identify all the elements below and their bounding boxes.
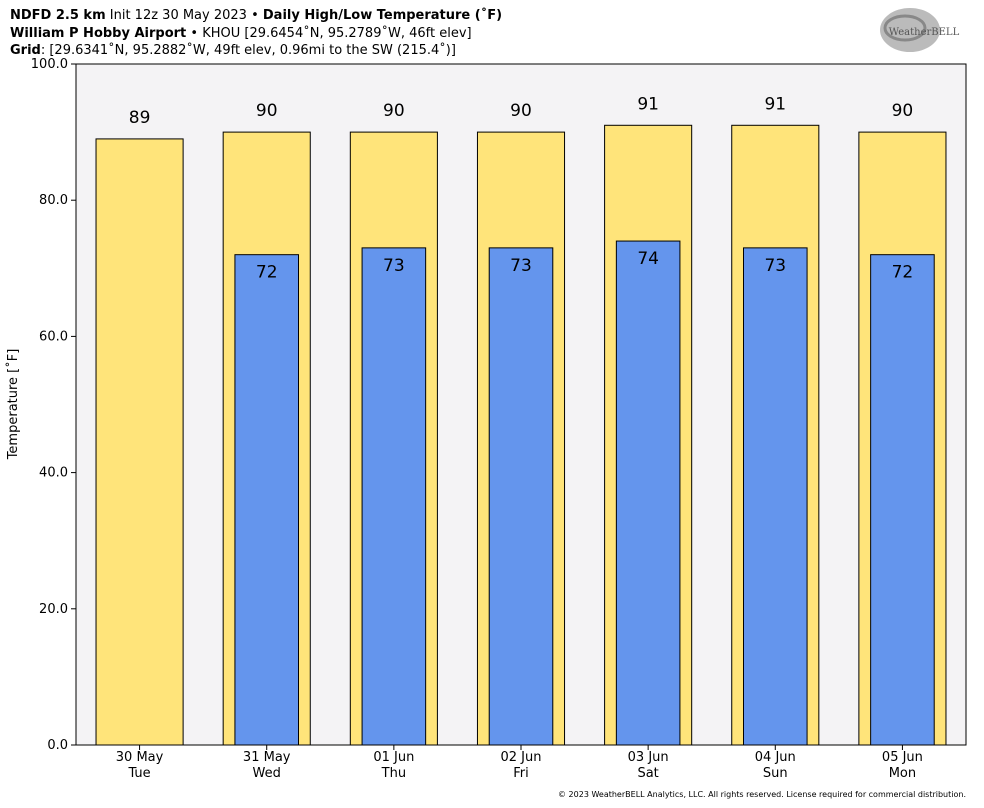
bar xyxy=(361,247,427,746)
x-tick-label: 02 Jun xyxy=(501,750,542,765)
x-tick-label: 04 Jun xyxy=(755,750,796,765)
x-tick-sublabel: Tue xyxy=(127,766,150,781)
bar xyxy=(488,247,554,746)
bar xyxy=(615,240,681,746)
subtitle-part: William P Hobby Airport xyxy=(10,26,186,41)
value-label: 74 xyxy=(637,249,659,269)
value-label: 90 xyxy=(510,101,532,121)
value-label: 72 xyxy=(892,263,914,283)
value-label: 91 xyxy=(637,94,659,114)
value-label: 72 xyxy=(256,263,278,283)
grid-part: : [29.6341˚N, 95.2882˚W, 49ft elev, 0.96… xyxy=(41,42,456,58)
y-tick-label: 100.0 xyxy=(31,57,68,72)
plot-frame xyxy=(75,63,967,746)
x-tick-label: 05 Jun xyxy=(882,750,923,765)
value-label: 73 xyxy=(383,256,405,276)
chart-title: NDFD 2.5 km Init 12z 30 May 2023 • Daily… xyxy=(10,7,502,23)
value-label: 90 xyxy=(256,101,278,121)
grid-part: Grid xyxy=(10,43,41,58)
value-label: 73 xyxy=(510,256,532,276)
x-tick-sublabel: Fri xyxy=(513,766,529,781)
title-part: Init 12z 30 May 2023 • xyxy=(106,8,263,23)
bar xyxy=(870,254,935,746)
y-axis-label: Temperature [˚F] xyxy=(5,349,21,461)
title-part: NDFD 2.5 km xyxy=(10,8,106,23)
logo: WeatherBELL xyxy=(889,27,960,38)
footer: © 2023 WeatherBELL Analytics, LLC. All r… xyxy=(558,790,966,799)
bar xyxy=(95,138,184,746)
x-tick-sublabel: Sun xyxy=(763,766,788,781)
x-tick-sublabel: Mon xyxy=(889,766,916,781)
x-tick-label: 31 May xyxy=(243,750,291,765)
y-tick-label: 40.0 xyxy=(39,466,68,481)
value-label: 90 xyxy=(892,101,914,121)
value-label: 73 xyxy=(764,256,786,276)
bar xyxy=(743,247,808,746)
logo-swirl xyxy=(883,14,927,42)
y-tick-label: 20.0 xyxy=(39,602,68,617)
value-label: 91 xyxy=(764,94,786,114)
value-label: 90 xyxy=(383,101,405,121)
y-tick-label: 0.0 xyxy=(47,738,68,753)
chart-subtitle: William P Hobby Airport • KHOU [29.6454˚… xyxy=(10,25,472,41)
x-tick-label: 03 Jun xyxy=(628,750,669,765)
value-label: 89 xyxy=(129,108,151,128)
x-tick-sublabel: Wed xyxy=(253,766,281,781)
x-tick-sublabel: Sat xyxy=(637,766,658,781)
y-tick-label: 60.0 xyxy=(39,329,68,344)
title-part: Daily High/Low Temperature (˚F) xyxy=(263,7,502,23)
y-tick-label: 80.0 xyxy=(39,193,68,208)
bar xyxy=(234,254,300,746)
grid-info: Grid: [29.6341˚N, 95.2882˚W, 49ft elev, … xyxy=(10,42,456,58)
x-tick-label: 30 May xyxy=(116,750,164,765)
x-tick-sublabel: Thu xyxy=(381,766,406,781)
subtitle-part: • KHOU [29.6454˚N, 95.2789˚W, 46ft elev] xyxy=(186,25,471,41)
x-tick-label: 01 Jun xyxy=(373,750,414,765)
